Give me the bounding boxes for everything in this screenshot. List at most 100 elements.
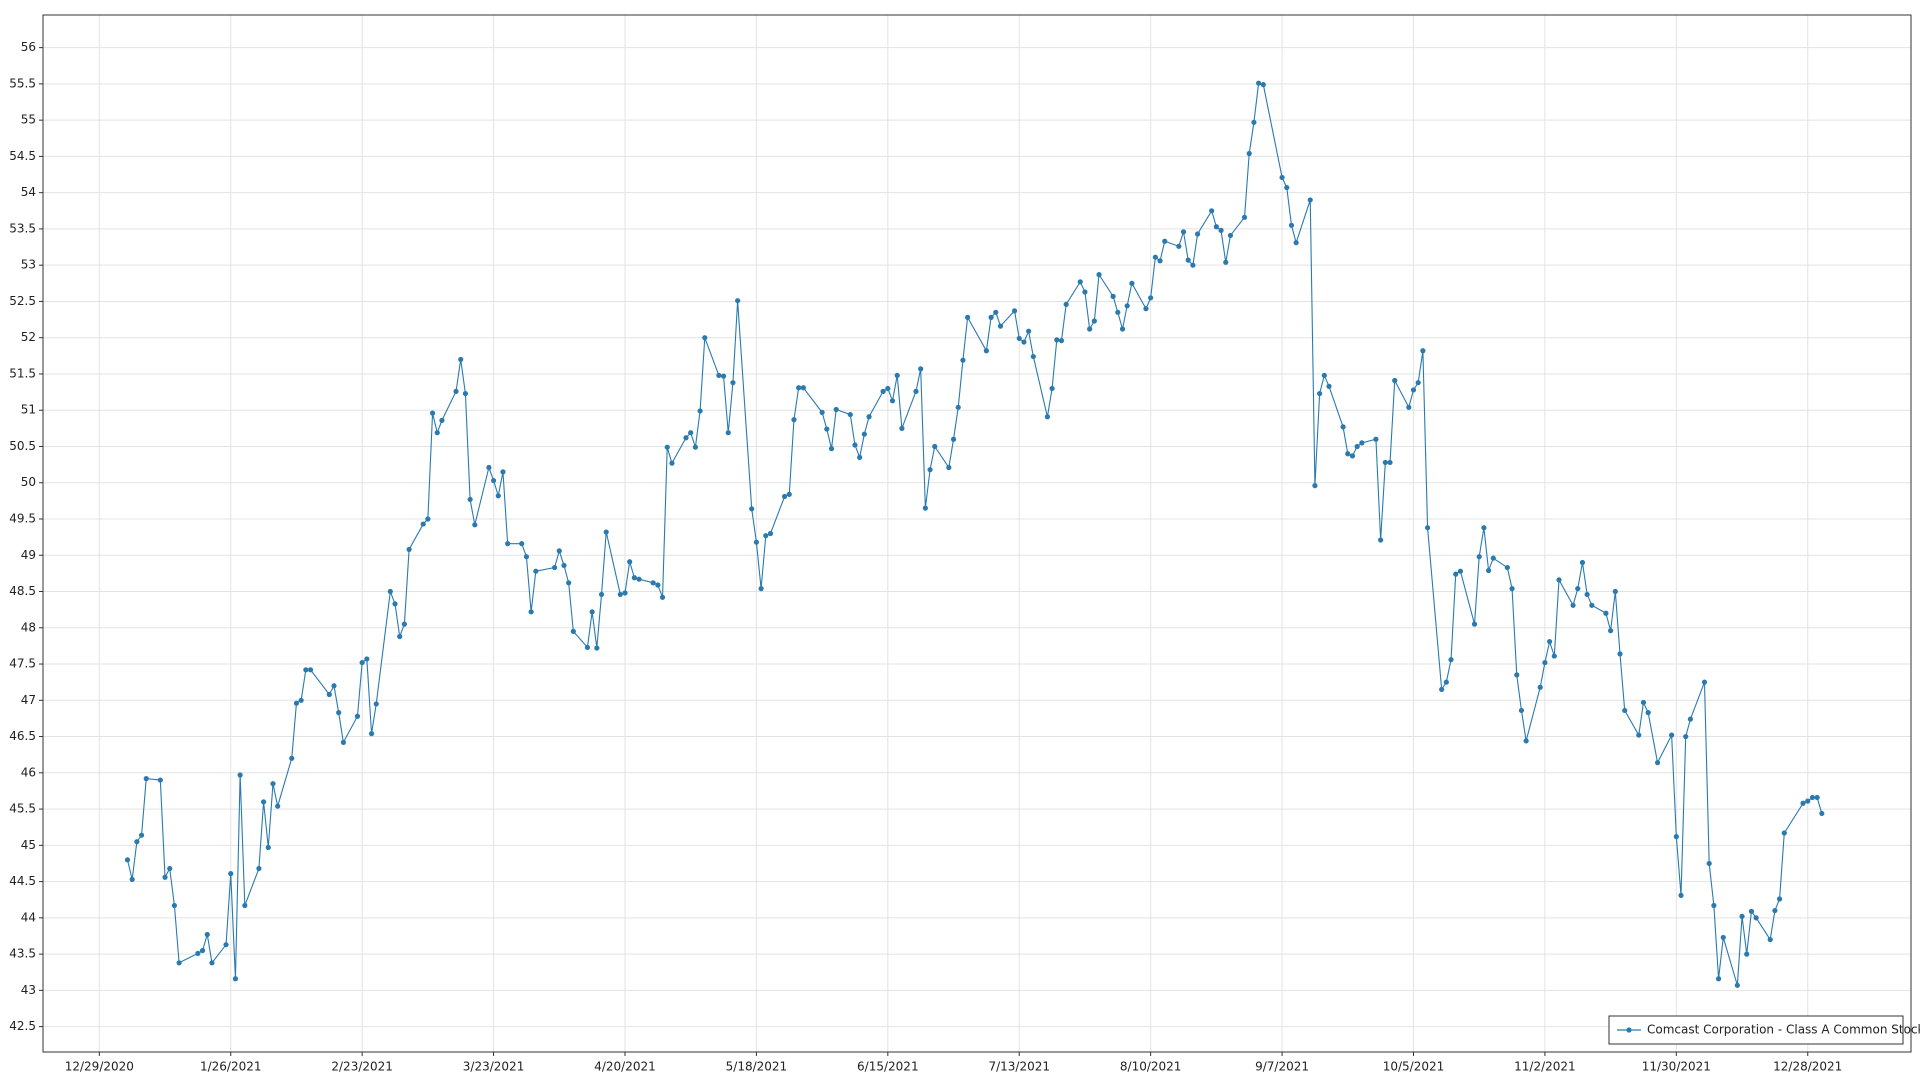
y-tick-label: 43.5 [9, 947, 36, 961]
data-point [636, 576, 642, 582]
data-point [918, 366, 924, 372]
data-point [1579, 559, 1586, 566]
data-point [195, 950, 201, 956]
y-tick-label: 55.5 [9, 76, 36, 90]
data-point [237, 772, 243, 778]
data-point [1518, 707, 1525, 714]
data-point [434, 430, 440, 436]
data-point [894, 372, 900, 379]
data-point [1537, 684, 1543, 690]
x-tick-label: 6/15/2021 [857, 1060, 919, 1074]
data-point [1490, 555, 1496, 561]
data-point [1453, 571, 1459, 577]
data-point [1753, 915, 1759, 921]
x-tick-label: 1/26/2021 [200, 1060, 262, 1074]
data-point [1317, 390, 1323, 397]
data-point [298, 697, 304, 703]
data-point [960, 357, 966, 363]
data-point [1190, 262, 1196, 268]
y-tick-label: 49 [21, 548, 36, 562]
x-tick-label: 11/30/2021 [1642, 1060, 1711, 1074]
data-point [1387, 459, 1393, 466]
data-point [401, 621, 407, 627]
data-point [833, 406, 839, 413]
data-point [1406, 404, 1412, 410]
y-tick-label: 47 [21, 693, 36, 707]
data-point [505, 541, 511, 547]
data-point [1612, 588, 1618, 595]
data-point [303, 667, 309, 673]
data-point [1284, 184, 1290, 191]
plot-frame [42, 14, 1912, 1053]
data-point [655, 582, 661, 588]
legend-marker [1626, 1027, 1632, 1033]
data-point [1110, 293, 1116, 299]
data-point [199, 947, 206, 954]
data-point [1584, 591, 1590, 598]
data-point [1021, 339, 1027, 345]
data-point [1378, 537, 1384, 543]
data-point [134, 839, 140, 845]
data-point [1124, 303, 1130, 309]
data-point [265, 844, 271, 851]
data-point [622, 590, 628, 596]
y-tick-label: 45.5 [9, 802, 36, 816]
data-point [1683, 733, 1689, 740]
data-point [1415, 380, 1421, 386]
data-point [922, 505, 928, 511]
data-point [1077, 279, 1083, 285]
y-tick-label: 43 [21, 983, 36, 997]
data-point [1509, 586, 1515, 592]
data-point [997, 323, 1004, 329]
data-point [659, 594, 666, 600]
y-tick-label: 46.5 [9, 729, 36, 743]
data-point [1420, 348, 1426, 354]
data-point [1424, 525, 1431, 531]
data-point [965, 314, 971, 320]
y-tick-label: 46 [21, 765, 36, 779]
data-point [1715, 976, 1722, 982]
data-point [368, 731, 375, 737]
data-point [767, 530, 774, 537]
y-tick-label: 44 [21, 910, 36, 924]
data-point [1223, 259, 1229, 265]
data-point [1669, 732, 1675, 738]
data-point [209, 960, 215, 966]
data-point [1115, 309, 1121, 315]
data-point [1678, 892, 1684, 898]
data-point [1026, 328, 1032, 334]
data-point [519, 541, 525, 547]
data-point [899, 425, 905, 431]
y-tick-label: 53 [21, 258, 36, 272]
data-point [354, 713, 361, 719]
y-tick-label: 54.5 [9, 149, 36, 163]
x-tick-label: 7/13/2021 [988, 1060, 1050, 1074]
data-point [326, 691, 332, 698]
data-point [650, 580, 656, 586]
data-point [791, 417, 797, 423]
x-tick-label: 8/10/2021 [1120, 1060, 1182, 1074]
y-tick-label: 56 [21, 40, 36, 54]
data-point [359, 659, 365, 666]
data-point [932, 443, 938, 450]
data-point [1256, 80, 1262, 86]
data-point [472, 522, 478, 528]
data-point [1570, 602, 1576, 608]
data-point [1776, 896, 1783, 902]
data-point [289, 755, 295, 761]
data-point [1514, 672, 1520, 678]
data-point [1448, 657, 1454, 663]
data-point [336, 710, 342, 716]
data-point [1148, 295, 1154, 301]
data-point [331, 683, 337, 689]
data-point [256, 865, 262, 872]
data-point [1213, 224, 1219, 230]
data-point [523, 554, 530, 560]
data-point [1457, 568, 1464, 574]
data-point [1706, 860, 1712, 867]
data-point [138, 832, 145, 838]
plot-area [43, 15, 1911, 1052]
y-tick-label: 50.5 [9, 439, 36, 453]
data-point [129, 876, 135, 883]
data-point [1209, 208, 1215, 214]
